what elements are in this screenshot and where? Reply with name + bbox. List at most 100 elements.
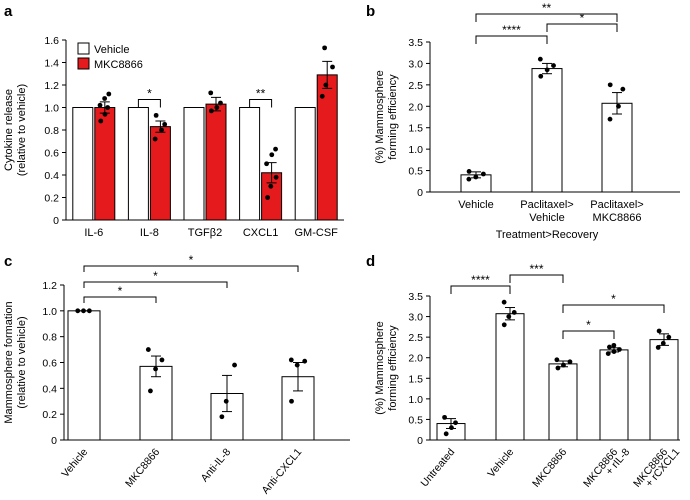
data-point xyxy=(617,347,622,352)
data-point xyxy=(607,344,612,350)
data-point xyxy=(511,310,517,315)
y-tick-label: 1.2 xyxy=(44,80,59,92)
y-tick-label: 1.0 xyxy=(408,144,423,156)
data-point xyxy=(81,308,86,314)
data-point xyxy=(105,105,111,110)
data-point xyxy=(162,121,168,127)
significance-bracket xyxy=(562,304,665,313)
data-point xyxy=(153,112,159,118)
data-point xyxy=(620,86,626,92)
y-tick-label: 1.0 xyxy=(408,394,423,406)
x-category-label: Anti-IL-8 xyxy=(199,446,234,484)
data-point xyxy=(288,357,294,363)
significance-label: * xyxy=(580,11,585,25)
data-point xyxy=(153,366,158,372)
y-tick-label: 0 xyxy=(417,187,423,199)
significance-bracket xyxy=(450,285,511,294)
data-point xyxy=(319,93,325,99)
data-point xyxy=(330,64,335,70)
bar xyxy=(649,339,679,441)
panel-label-c: c xyxy=(4,253,12,270)
y-axis-title: (relative to vehicle) xyxy=(16,316,28,408)
data-point xyxy=(473,174,479,180)
y-tick-label: 3.0 xyxy=(408,312,423,324)
y-tick-label: 0 xyxy=(53,215,59,227)
data-point xyxy=(551,63,556,68)
x-category-label: Vehicle xyxy=(529,212,564,224)
data-point xyxy=(214,105,220,110)
y-tick-label: 3.5 xyxy=(408,291,423,303)
x-category-label: MKC8866 xyxy=(530,446,569,490)
data-point xyxy=(611,349,617,354)
data-point xyxy=(273,174,279,180)
data-point xyxy=(607,116,613,122)
data-point xyxy=(273,146,278,152)
data-point xyxy=(611,342,617,348)
bar-vehicle xyxy=(127,107,149,221)
x-category-label: Untreated xyxy=(418,446,457,489)
legend-label: MKC8866 xyxy=(94,59,143,71)
significance-bracket xyxy=(546,23,618,32)
data-point xyxy=(294,362,300,368)
significance-bracket xyxy=(83,265,299,272)
y-tick-label: 1.5 xyxy=(408,373,423,385)
significance-label: * xyxy=(611,292,616,306)
x-category-label: Vehicle xyxy=(485,446,516,480)
data-point xyxy=(159,127,164,133)
panel-c: c 0 0.2 0.4 0.6 0.8 1.0 1.2 Mammosphere formati… xyxy=(3,253,350,496)
data-point xyxy=(501,322,507,328)
y-tick-label: 0.6 xyxy=(44,148,59,160)
data-point xyxy=(655,345,661,350)
y-tick-label: 0.8 xyxy=(42,332,57,344)
significance-label: **** xyxy=(471,273,490,287)
bar xyxy=(601,102,633,193)
data-point xyxy=(555,365,561,371)
bar xyxy=(139,365,173,441)
data-point xyxy=(232,362,237,368)
bar-mkc8866 xyxy=(94,107,116,221)
significance-bracket xyxy=(562,330,615,339)
y-axis-title: (%) Mammosphere xyxy=(374,321,386,415)
panel-label-b: b xyxy=(366,3,375,20)
data-point xyxy=(86,308,92,314)
y-tick-label: 0.4 xyxy=(42,383,57,395)
x-category-label: IL-8 xyxy=(140,227,159,239)
data-point xyxy=(106,91,112,97)
data-point xyxy=(480,171,486,177)
y-tick-label: 0.6 xyxy=(42,358,57,370)
y-tick-label: 0.2 xyxy=(42,409,57,421)
significance-bracket xyxy=(137,99,161,108)
data-point xyxy=(322,45,328,51)
data-point xyxy=(223,398,229,404)
x-category-label: IL-6 xyxy=(84,227,103,239)
significance-label: * xyxy=(153,269,158,283)
panel-label-d: d xyxy=(366,253,375,270)
significance-bracket xyxy=(475,13,618,22)
data-point xyxy=(145,347,151,352)
bar-mkc8866 xyxy=(205,103,227,221)
y-tick-label: 1.5 xyxy=(408,123,423,135)
bar-vehicle xyxy=(72,107,94,221)
data-point xyxy=(443,431,449,437)
data-point xyxy=(656,328,662,334)
significance-bracket xyxy=(83,281,228,288)
y-tick-label: 0 xyxy=(51,435,57,447)
y-tick-label: 1.2 xyxy=(42,280,57,292)
y-tick-label: 2.0 xyxy=(408,101,423,113)
data-point xyxy=(265,195,270,200)
significance-label: * xyxy=(147,87,152,101)
data-point xyxy=(466,176,472,182)
y-tick-label: 0.5 xyxy=(408,414,423,426)
y-tick-label: 1.0 xyxy=(42,306,57,318)
data-point xyxy=(148,388,153,394)
panel-a: a 0 0.2 0.4 0.6 0.8 1.0 1.2 1.4 1.6 Cytokine rele… xyxy=(3,3,344,239)
bar xyxy=(67,310,101,441)
significance-label: * xyxy=(586,318,591,332)
y-axis-title: Cytokine release xyxy=(3,89,15,171)
bar-vehicle xyxy=(183,107,205,221)
panel-d: d 0 0.5 1.0 1.5 2.0 2.5 3.0 3.5 (%) Mammosphere f… xyxy=(366,253,682,490)
data-point xyxy=(218,100,223,106)
data-point xyxy=(152,136,158,142)
significance-bracket xyxy=(509,274,564,283)
